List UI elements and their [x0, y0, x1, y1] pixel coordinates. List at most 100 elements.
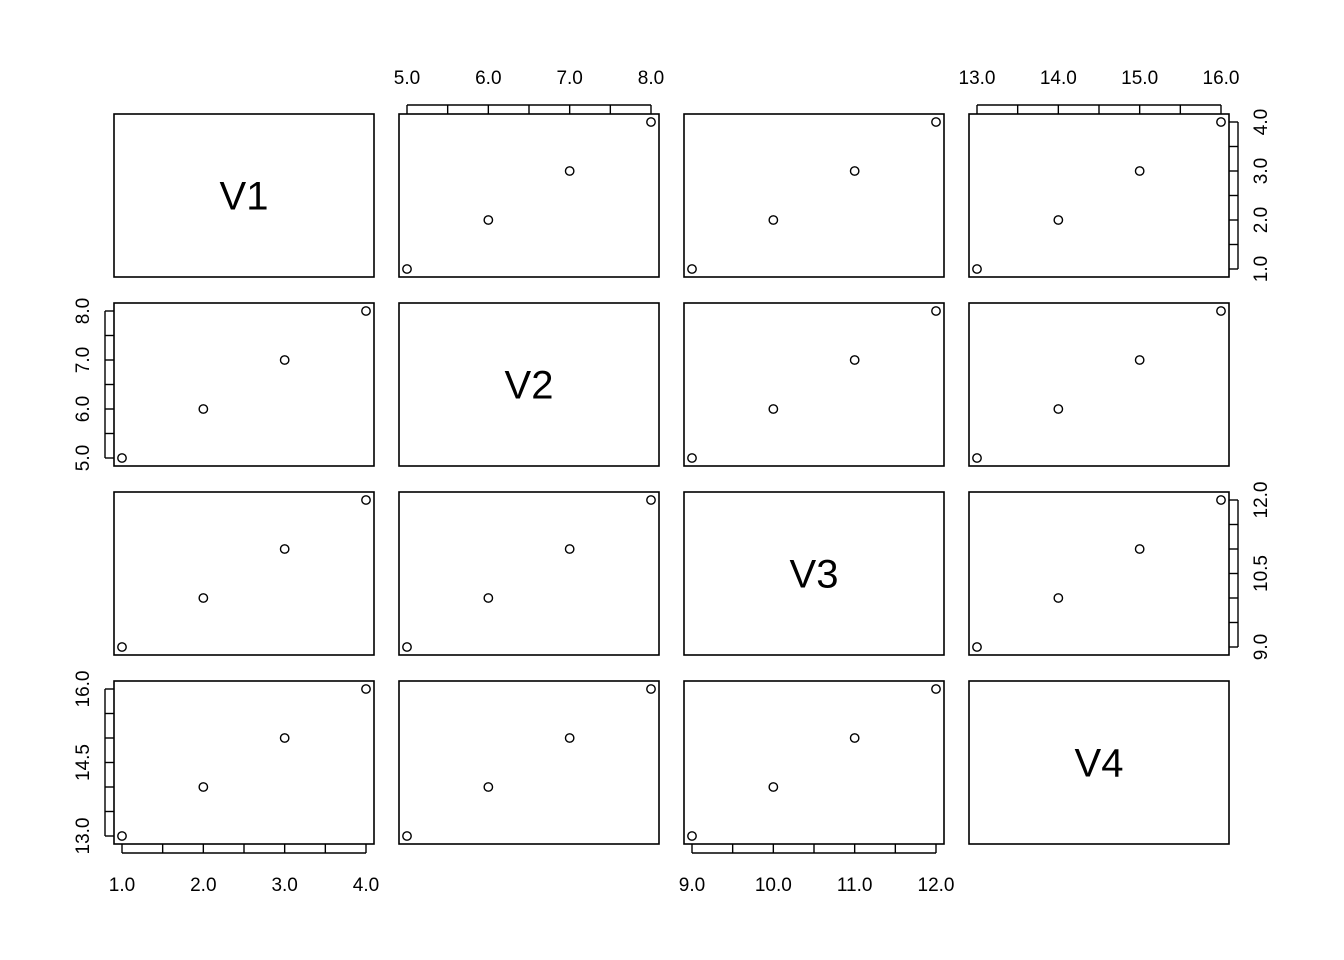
- data-point: [361, 306, 371, 316]
- data-point: [483, 782, 494, 792]
- data-point: [1053, 404, 1064, 414]
- data-point: [361, 495, 371, 505]
- panel-v2-v1: [113, 302, 375, 467]
- panel-v3-v2: [398, 491, 660, 656]
- panel-frame: [398, 680, 660, 845]
- data-point: [849, 166, 860, 176]
- data-point: [687, 831, 697, 841]
- data-point: [117, 453, 127, 463]
- tick-label: 1.0: [1251, 256, 1272, 282]
- tick-label: 7.0: [556, 68, 582, 89]
- diagonal-label-v4: V4: [1075, 742, 1124, 786]
- tick-label: 16.0: [1203, 68, 1240, 89]
- data-point: [198, 782, 209, 792]
- panel-v3-v1: [113, 491, 375, 656]
- panel-frame: [683, 680, 945, 845]
- panel-v4-v3: [683, 680, 945, 845]
- panel-v4-v4: V4: [968, 680, 1230, 845]
- tick-label: 4.0: [353, 875, 379, 896]
- left-axis-v4: 13.0 14.5 16.0: [73, 671, 114, 855]
- tick-label: 3.0: [1251, 158, 1272, 184]
- panel-frame: [968, 113, 1230, 278]
- data-point: [402, 831, 412, 841]
- panel-frame: [968, 491, 1230, 656]
- panel-v3-v4: [968, 491, 1230, 656]
- data-point: [849, 355, 860, 365]
- data-point: [483, 215, 494, 225]
- tick-label: 13.0: [959, 68, 996, 89]
- data-point: [1134, 544, 1145, 554]
- tick-label: 9.0: [679, 875, 705, 896]
- data-point: [646, 684, 656, 694]
- tick-label: 8.0: [73, 298, 94, 324]
- panel-v1-v3: [683, 113, 945, 278]
- tick-label: 14.5: [73, 744, 94, 781]
- data-point: [687, 453, 697, 463]
- data-point: [564, 733, 575, 743]
- data-point: [1216, 117, 1226, 127]
- data-point: [849, 733, 860, 743]
- data-point: [117, 642, 127, 652]
- tick-label: 14.0: [1040, 68, 1077, 89]
- bottom-axis-v1: 1.0 2.0 3.0 4.0: [109, 844, 379, 896]
- panel-frame: [968, 680, 1230, 845]
- diagonal-label-v3: V3: [790, 553, 839, 597]
- data-point: [117, 831, 127, 841]
- right-axis-v1: 1.0 2.0 3.0 4.0: [1229, 109, 1272, 282]
- panel-frame: [113, 491, 375, 656]
- data-point: [483, 593, 494, 603]
- top-axis-v4: 13.0 14.0 15.0 16.0: [959, 68, 1240, 114]
- panel-frame: [683, 491, 945, 656]
- data-point: [402, 264, 412, 274]
- panel-v4-v1: [113, 680, 375, 845]
- data-point: [1134, 166, 1145, 176]
- data-point: [1053, 593, 1064, 603]
- data-point: [564, 544, 575, 554]
- tick-label: 15.0: [1121, 68, 1158, 89]
- panel-v1-v1: V1: [113, 113, 375, 278]
- data-point: [361, 684, 371, 694]
- tick-label: 2.0: [190, 875, 216, 896]
- panel-v2-v2: V2: [398, 302, 660, 467]
- data-point: [972, 453, 982, 463]
- panel-frame: [398, 113, 660, 278]
- panel-v2-v4: [968, 302, 1230, 467]
- panel-frame: [683, 113, 945, 278]
- tick-label: 13.0: [73, 818, 94, 855]
- tick-label: 10.0: [755, 875, 792, 896]
- panel-frame: [113, 113, 375, 278]
- tick-label: 12.0: [1251, 482, 1272, 519]
- diagonal-label-v1: V1: [220, 175, 269, 219]
- data-point: [931, 306, 941, 316]
- data-point: [768, 782, 779, 792]
- tick-label: 3.0: [271, 875, 297, 896]
- right-axis-v3: 9.0 10.5 12.0: [1229, 482, 1272, 660]
- tick-label: 5.0: [73, 445, 94, 471]
- data-point: [931, 117, 941, 127]
- data-point: [768, 215, 779, 225]
- tick-label: 9.0: [1251, 634, 1272, 660]
- data-point: [768, 404, 779, 414]
- bottom-axis-v3: 9.0 10.0 11.0 12.0: [679, 844, 955, 896]
- panel-v4-v2: [398, 680, 660, 845]
- panel-frame: [398, 491, 660, 656]
- panel-frame: [398, 302, 660, 467]
- tick-label: 11.0: [837, 875, 873, 896]
- panel-frame: [113, 680, 375, 845]
- data-point: [564, 166, 575, 176]
- data-point: [1134, 355, 1145, 365]
- data-point: [198, 593, 209, 603]
- panel-frame: [683, 302, 945, 467]
- data-point: [402, 642, 412, 652]
- diagonal-label-v2: V2: [505, 364, 554, 408]
- tick-label: 5.0: [394, 68, 420, 89]
- data-point: [279, 355, 290, 365]
- tick-label: 16.0: [73, 671, 94, 708]
- panel-v1-v2: [398, 113, 660, 278]
- tick-label: 2.0: [1251, 207, 1272, 233]
- tick-label: 10.5: [1251, 555, 1272, 592]
- data-point: [931, 684, 941, 694]
- tick-label: 12.0: [918, 875, 955, 896]
- top-axis-v2: 5.0 6.0 7.0 8.0: [394, 68, 664, 114]
